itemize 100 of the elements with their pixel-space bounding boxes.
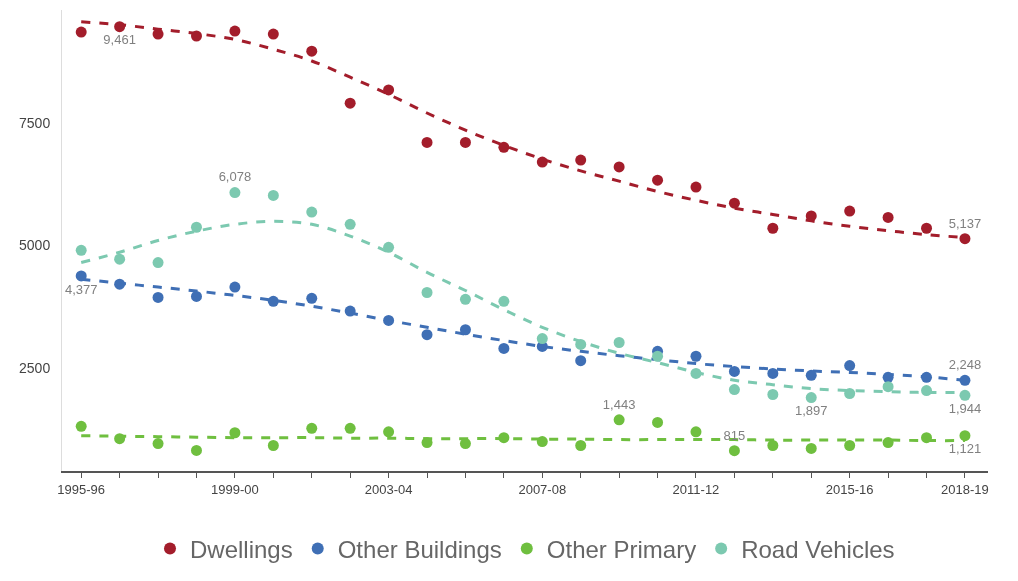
point [652,174,664,186]
data-label: 1,121 [948,441,982,457]
point [229,25,241,37]
point [805,369,817,381]
point [959,389,971,401]
point [114,21,126,33]
point [459,324,471,336]
point [190,290,202,302]
x-tick-label: 2015-16 [825,481,874,497]
point [267,440,279,451]
point [152,291,164,303]
point [575,338,587,350]
point [75,420,87,432]
point [613,337,625,349]
point [728,384,740,396]
point [844,360,856,372]
point [306,422,318,434]
point [498,342,510,354]
point [383,84,395,96]
point [306,45,318,57]
point [844,205,856,217]
point [690,367,702,379]
point [613,161,625,173]
point [267,28,279,40]
data-label: 5,137 [948,215,982,231]
data-label: 815 [723,427,746,443]
point [805,210,817,222]
point [882,211,894,223]
x-tick-label: 1995-96 [57,481,106,497]
point [728,445,740,457]
point [229,187,241,199]
point [383,314,395,326]
point [690,181,702,193]
point [190,221,202,233]
point [383,241,395,253]
point [575,355,587,367]
point [536,436,548,448]
point [959,374,971,386]
point [229,427,241,439]
point [421,329,433,341]
point [805,442,817,454]
point [652,416,664,428]
point [921,371,933,383]
point [882,437,894,449]
y-tick-label: 2500 [19,359,51,376]
point [575,440,587,451]
point [344,97,356,109]
point [459,438,471,450]
point [190,444,202,456]
x-tick-label: 2011-12 [672,481,720,497]
point [498,432,510,444]
point [75,270,87,282]
point [921,432,933,444]
point [383,426,395,438]
data-label: 4,377 [64,281,98,297]
point [844,440,856,451]
point [613,414,625,426]
point [498,295,510,307]
y-tick-label: 5000 [19,237,51,254]
point [767,440,779,451]
point [229,281,241,293]
point [728,197,740,209]
legend-label: Other Buildings [337,535,502,563]
point [421,286,433,298]
y-tick-label: 7500 [19,114,51,131]
point [536,333,548,345]
point [267,295,279,307]
point [921,222,933,234]
point [267,189,279,201]
point [767,388,779,400]
point [114,433,126,445]
point [498,141,510,153]
point [728,365,740,377]
legend-label: Other Primary [546,535,697,563]
point [344,422,356,434]
legend-label: Road Vehicles [741,535,895,563]
point [921,385,933,397]
data-label: 2,248 [948,357,982,373]
point [459,293,471,305]
point [421,437,433,449]
point [767,367,779,379]
point [306,206,318,218]
legend-label: Dwellings [190,535,293,563]
data-label: 9,461 [103,32,136,48]
point [844,388,856,400]
data-label: 1,443 [602,396,636,412]
point [882,381,894,393]
point [575,154,587,166]
point [805,392,817,404]
x-tick-label: 2018-19 [941,481,989,497]
point [344,218,356,230]
x-tick-label: 2003-04 [364,481,413,497]
point [690,426,702,438]
point [459,136,471,148]
point [536,156,548,168]
point [344,305,356,317]
point [306,292,318,304]
point [114,253,126,265]
point [421,136,433,148]
point [652,350,664,362]
